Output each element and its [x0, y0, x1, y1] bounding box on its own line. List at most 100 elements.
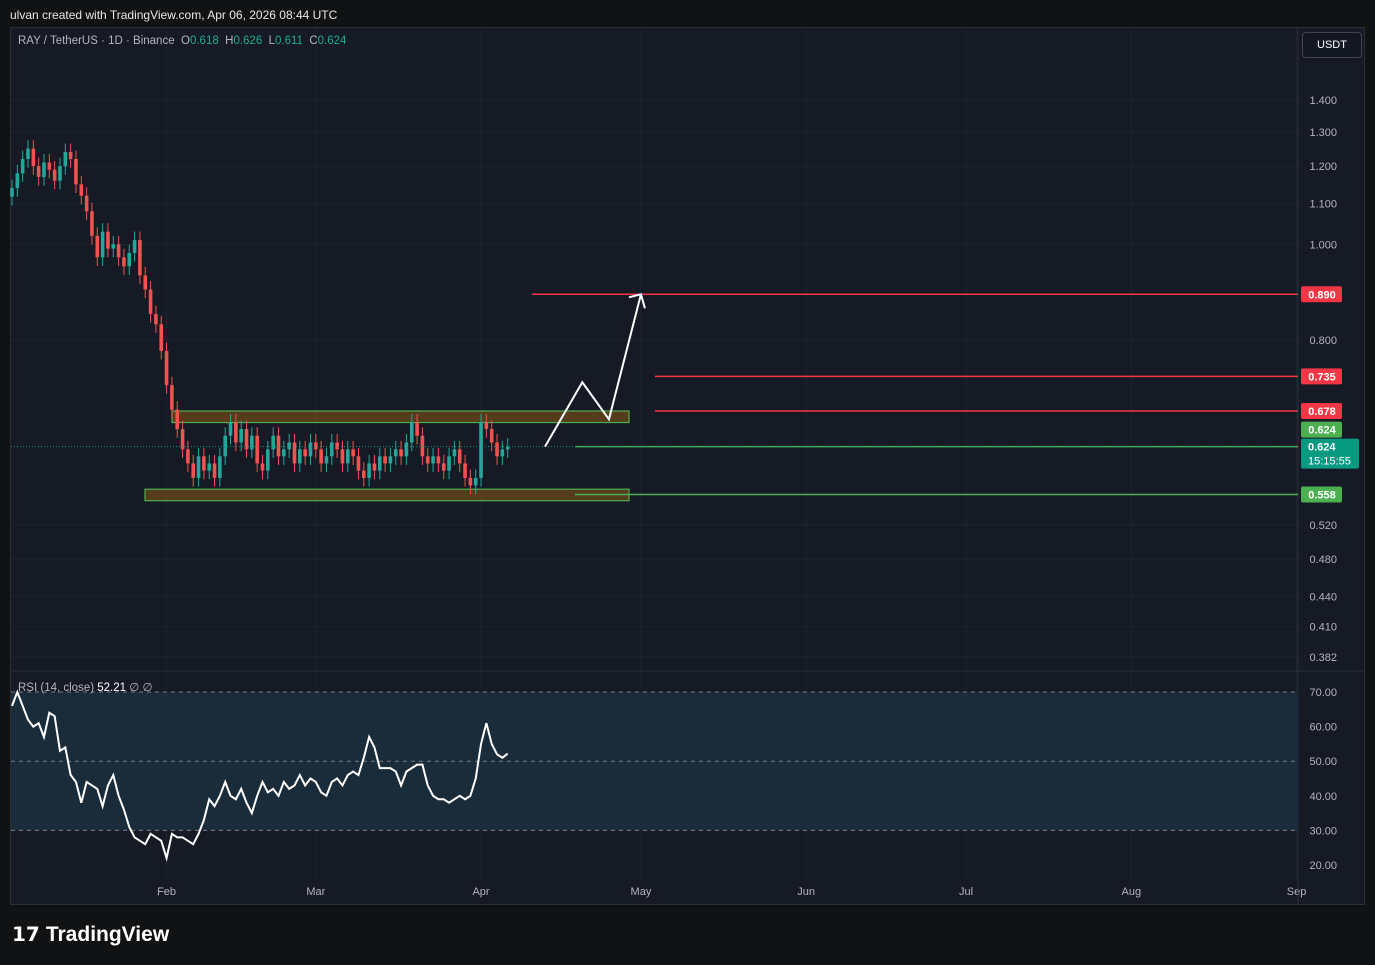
candle-body	[159, 324, 164, 351]
candle-body	[409, 422, 414, 443]
candle-body	[314, 442, 318, 450]
high-value: 0.626	[233, 35, 263, 47]
candle-body	[345, 449, 350, 464]
candle-body	[207, 463, 212, 471]
rsi-legend: RSI (14, close) 52.21 ∅ ∅	[18, 680, 152, 694]
candle-body	[138, 240, 142, 276]
candle-body	[420, 435, 425, 457]
price-level-badge	[1301, 402, 1342, 419]
candle-body	[266, 449, 270, 471]
candle-body	[377, 456, 382, 471]
arrow-head-icon	[628, 293, 646, 309]
range-zone	[144, 488, 630, 502]
candle-body	[330, 442, 334, 457]
candle-body	[74, 159, 78, 185]
x-tick-label: Aug	[1122, 886, 1142, 898]
candle-body	[90, 211, 94, 236]
candle-body	[239, 429, 243, 443]
candle-body	[436, 456, 441, 464]
rsi-tick-label: 20.00	[1309, 860, 1337, 872]
candle-body	[20, 159, 25, 174]
open-label: O	[181, 35, 190, 47]
candle-body	[351, 449, 355, 457]
candle-body	[260, 463, 265, 471]
brand-name: TradingView	[45, 922, 170, 946]
candle-body	[367, 463, 371, 478]
candle-body	[324, 456, 329, 464]
rsi-extra: ∅ ∅	[129, 682, 153, 694]
rsi-label[interactable]: RSI (14, close)	[18, 682, 95, 694]
candle-body	[425, 456, 430, 464]
price-level-badge	[1301, 421, 1342, 438]
high-label: H	[225, 35, 234, 47]
x-tick-label: Jul	[959, 886, 973, 898]
candle-body	[68, 152, 73, 160]
candle-body	[164, 350, 169, 386]
candle-body	[234, 422, 238, 443]
candle-body	[303, 449, 307, 457]
rsi-tick-label: 30.00	[1309, 825, 1337, 837]
candle-body	[63, 152, 68, 167]
candle-body	[404, 442, 409, 457]
candle-body	[175, 409, 180, 430]
candle-body	[479, 422, 483, 478]
candle-body	[218, 456, 222, 478]
x-tick-label: Apr	[472, 886, 489, 898]
chart-header: ulvan created with TradingView.com, Apr …	[10, 8, 338, 22]
symbol-title[interactable]: RAY / TetherUS · 1D · Binance	[18, 35, 175, 47]
candle-body	[186, 449, 190, 464]
candle-body	[415, 422, 419, 436]
y-tick-label: 0.382	[1309, 652, 1337, 664]
candle-body	[372, 463, 377, 471]
candle-body	[361, 470, 366, 478]
candle-body	[143, 275, 148, 290]
candle-body	[399, 449, 403, 457]
countdown-label: 15:15:55	[1308, 456, 1351, 468]
candle-body	[47, 162, 52, 170]
candle-body	[308, 442, 313, 457]
candle-body	[500, 449, 505, 457]
y-tick-label: 0.800	[1309, 335, 1337, 347]
x-tick-label: Sep	[1287, 886, 1307, 898]
candle-body	[212, 463, 217, 478]
candle-body	[122, 257, 126, 267]
candle-body	[132, 240, 137, 253]
price-level-badge	[1301, 368, 1342, 385]
y-tick-label: 1.100	[1309, 198, 1337, 210]
y-tick-label: 0.440	[1309, 591, 1337, 603]
price-level-label: 0.558	[1308, 490, 1336, 502]
y-tick-label: 1.400	[1309, 95, 1337, 107]
candle-body	[495, 442, 499, 457]
candle-body	[255, 435, 259, 464]
candle-body	[111, 244, 116, 249]
tv-logo-icon: 𝟭𝟳	[12, 924, 40, 946]
candle-body	[319, 449, 323, 464]
candle-body	[228, 422, 233, 436]
candle-body	[282, 449, 286, 457]
y-tick-label: 1.300	[1309, 127, 1337, 139]
x-tick-label: Feb	[157, 886, 176, 898]
symbol-legend: RAY / TetherUS · 1D · Binance O0.618 H0.…	[18, 35, 346, 47]
candle-body	[31, 148, 36, 167]
candle-body	[468, 477, 473, 486]
price-level-label: 0.678	[1308, 406, 1336, 418]
last-price-label: 0.624	[1308, 442, 1336, 454]
candle-body	[26, 148, 30, 160]
currency-button[interactable]: USDT	[1302, 32, 1362, 58]
candle-body	[505, 446, 510, 450]
candle-body	[15, 173, 20, 189]
candle-body	[383, 456, 387, 464]
rsi-value: 52.21	[97, 682, 127, 694]
tradingview-logo[interactable]: 𝟭𝟳 TradingView	[12, 922, 169, 947]
candle-body	[116, 244, 121, 258]
candle-body	[441, 463, 446, 471]
candle-body	[36, 166, 41, 177]
x-tick-label: May	[631, 886, 652, 898]
candle-body	[191, 463, 196, 478]
candle-body	[244, 429, 249, 450]
candle-body	[431, 456, 435, 464]
candle-body	[79, 184, 84, 196]
candle-body	[154, 314, 158, 325]
candle-body	[292, 442, 297, 464]
